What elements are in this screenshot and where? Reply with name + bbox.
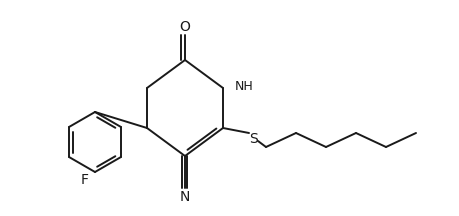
Text: F: F [81,173,89,187]
Text: NH: NH [235,79,253,92]
Text: S: S [249,132,258,146]
Text: N: N [179,190,190,204]
Text: O: O [179,20,190,34]
